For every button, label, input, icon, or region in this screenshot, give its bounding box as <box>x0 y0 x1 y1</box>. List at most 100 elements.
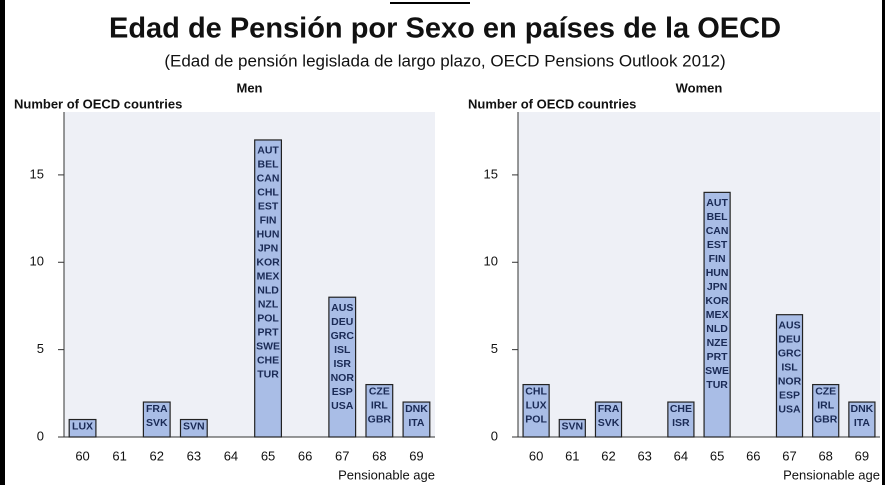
country-label: FRA <box>146 403 168 415</box>
x-tick-label: 64 <box>674 448 688 463</box>
country-label: PRT <box>707 351 729 363</box>
country-label: ISR <box>333 358 351 370</box>
x-tick-label: 60 <box>75 448 89 463</box>
y-tick-label: 5 <box>491 341 498 356</box>
x-tick-label: 61 <box>112 448 126 463</box>
country-label: AUS <box>778 319 800 331</box>
country-label: NLD <box>706 323 728 335</box>
country-label: MEX <box>706 309 729 321</box>
bar <box>142 401 171 438</box>
country-label: IRL <box>817 399 835 411</box>
country-label: ISR <box>672 417 690 429</box>
country-label: CZE <box>369 385 390 397</box>
country-label: BEL <box>258 159 280 171</box>
country-label: LUX <box>526 399 547 411</box>
y-tick-label: 0 <box>37 428 44 443</box>
country-label: ITA <box>854 417 871 429</box>
bar <box>328 296 357 438</box>
country-label: SWE <box>705 365 729 377</box>
x-tick-label: 66 <box>746 448 760 463</box>
country-label: HUN <box>706 267 729 279</box>
country-label: GBR <box>814 413 838 425</box>
y-tick-label: 15 <box>484 166 498 181</box>
country-label: NZE <box>707 337 728 349</box>
country-label: ITA <box>408 417 425 429</box>
country-label: BEL <box>707 211 729 223</box>
country-label: GBR <box>368 413 392 425</box>
panel-title: Women <box>676 80 723 95</box>
x-tick-label: 67 <box>782 448 796 463</box>
country-label: CHE <box>257 355 279 367</box>
x-tick-label: 64 <box>224 448 238 463</box>
country-label: CHL <box>257 187 279 199</box>
axis-title-x: Pensionable age <box>338 467 435 482</box>
x-tick-label: 67 <box>335 448 349 463</box>
y-tick-label: 5 <box>37 341 44 356</box>
country-label: CAN <box>257 173 280 185</box>
country-label: FRA <box>598 403 620 415</box>
axis-title-y: Number of OECD countries <box>468 96 636 111</box>
country-label: KOR <box>256 257 280 269</box>
x-tick-label: 65 <box>261 448 275 463</box>
y-tick-label: 10 <box>484 254 498 269</box>
country-label: TUR <box>706 379 728 391</box>
frame-left <box>0 0 5 485</box>
country-label: CHL <box>525 385 547 397</box>
country-label: TUR <box>257 369 279 381</box>
y-tick-label: 0 <box>491 428 498 443</box>
page-subtitle: (Edad de pensión legislada de largo plaz… <box>164 51 725 70</box>
country-label: NOR <box>331 372 355 384</box>
bar <box>775 314 804 438</box>
country-label: GRC <box>331 330 355 342</box>
country-label: POL <box>257 313 279 325</box>
bar <box>594 401 623 438</box>
country-label: EST <box>707 239 728 251</box>
bar <box>254 139 283 438</box>
country-label: USA <box>778 403 801 415</box>
axis-title-x: Pensionable age <box>783 467 880 482</box>
x-tick-label: 63 <box>187 448 201 463</box>
y-tick-label: 10 <box>30 254 44 269</box>
country-label: JPN <box>258 243 278 255</box>
y-tick-label: 15 <box>30 166 44 181</box>
country-label: DEU <box>778 333 800 345</box>
country-label: DNK <box>851 403 874 415</box>
x-tick-label: 61 <box>565 448 579 463</box>
bar <box>179 418 208 438</box>
bar <box>522 383 550 438</box>
country-label: EST <box>258 201 279 213</box>
x-tick-label: 60 <box>529 448 543 463</box>
country-label: GRC <box>778 347 802 359</box>
country-label: POL <box>525 413 547 425</box>
x-tick-label: 69 <box>409 448 423 463</box>
x-tick-label: 68 <box>818 448 832 463</box>
x-tick-label: 68 <box>372 448 386 463</box>
country-label: AUS <box>331 302 353 314</box>
axis-title-y: Number of OECD countries <box>14 96 182 111</box>
country-label: LUX <box>72 420 93 432</box>
country-label: FIN <box>260 215 277 227</box>
country-label: DEU <box>331 316 353 328</box>
country-label: FIN <box>709 253 726 265</box>
bar <box>812 383 840 438</box>
country-label: SWE <box>256 341 280 353</box>
country-label: ESP <box>332 386 353 398</box>
x-tick-label: 63 <box>637 448 651 463</box>
bar <box>703 191 731 438</box>
x-tick-label: 62 <box>150 448 164 463</box>
country-label: NLD <box>257 285 279 297</box>
country-label: IRL <box>371 399 389 411</box>
x-tick-label: 69 <box>855 448 869 463</box>
frame-right <box>882 0 885 485</box>
country-label: DNK <box>405 403 428 415</box>
x-tick-label: 66 <box>298 448 312 463</box>
plot-area <box>518 112 880 437</box>
country-label: AUT <box>257 145 279 157</box>
country-label: CAN <box>706 225 729 237</box>
country-label: CZE <box>815 385 836 397</box>
country-label: CHE <box>670 403 692 415</box>
x-tick-label: 65 <box>710 448 724 463</box>
country-label: SVN <box>562 420 584 432</box>
country-label: MEX <box>257 271 280 283</box>
